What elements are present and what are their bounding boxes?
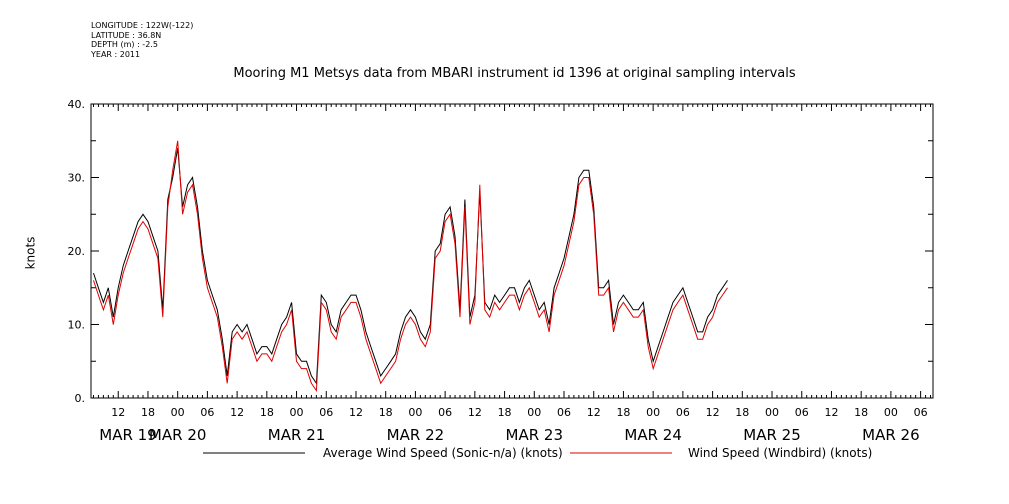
x-tick-label: 00 (527, 406, 541, 419)
x-tick-label: 00 (408, 406, 422, 419)
x-tick-label: 00 (646, 406, 660, 419)
meta-latitude: LATITUDE : 36.8N (91, 30, 162, 40)
x-day-label: MAR 22 (387, 426, 444, 444)
x-tick-label: 06 (914, 406, 928, 419)
x-day-label: MAR 20 (149, 426, 206, 444)
legend-red-label: Wind Speed (Windbird) (knots) (688, 446, 873, 460)
meta-year: YEAR : 2011 (91, 49, 141, 59)
x-tick-label: 00 (290, 406, 304, 419)
x-day-label: MAR 24 (624, 426, 681, 444)
x-tick-label: 18 (260, 406, 274, 419)
y-tick-label: 30. (68, 172, 86, 185)
x-tick-label: 18 (498, 406, 512, 419)
x-tick-label: 06 (676, 406, 690, 419)
y-tick-label: 20. (68, 245, 86, 258)
x-tick-label: 00 (884, 406, 898, 419)
x-tick-label: 06 (795, 406, 809, 419)
y-tick-label: 10. (68, 319, 86, 332)
meta-depth: DEPTH (m) : -2.5 (91, 40, 158, 49)
x-tick-label: 00 (171, 406, 185, 419)
x-tick-label: 12 (706, 406, 720, 419)
x-day-label: MAR 21 (268, 426, 325, 444)
plot-frame (90, 103, 934, 399)
series-line-average-wind (93, 148, 728, 385)
x-day-label: MAR 19 (99, 426, 156, 444)
x-day-label: MAR 23 (506, 426, 563, 444)
y-tick-label: 0. (75, 392, 86, 405)
x-tick-label: 06 (319, 406, 333, 419)
meta-longitude: LONGITUDE : 122W(-122) (91, 21, 194, 30)
metadata-block: LONGITUDE : 122W(-122) LATITUDE : 36.8N … (91, 21, 193, 59)
series-line-windbird (93, 140, 728, 393)
x-tick-label: 12 (824, 406, 838, 419)
x-tick-label: 06 (200, 406, 214, 419)
x-day-label: MAR 26 (862, 426, 919, 444)
x-tick-label: 12 (587, 406, 601, 419)
x-tick-label: 18 (379, 406, 393, 419)
chart-title: Mooring M1 Metsys data from MBARI instru… (233, 66, 796, 81)
x-tick-label: 12 (468, 406, 482, 419)
x-tick-label: 06 (438, 406, 452, 419)
x-tick-label: 12 (349, 406, 363, 419)
legend-avg-label: Average Wind Speed (Sonic-n/a) (knots) (323, 446, 563, 460)
x-tick-label: 18 (141, 406, 155, 419)
x-tick-label: 18 (735, 406, 749, 419)
y-tick-label: 40. (68, 98, 86, 111)
x-tick-label: 00 (765, 406, 779, 419)
x-tick-label: 18 (616, 406, 630, 419)
x-day-label: MAR 25 (743, 426, 800, 444)
x-tick-label: 12 (111, 406, 125, 419)
x-tick-label: 06 (557, 406, 571, 419)
x-tick-label: 18 (854, 406, 868, 419)
x-tick-label: 12 (230, 406, 244, 419)
